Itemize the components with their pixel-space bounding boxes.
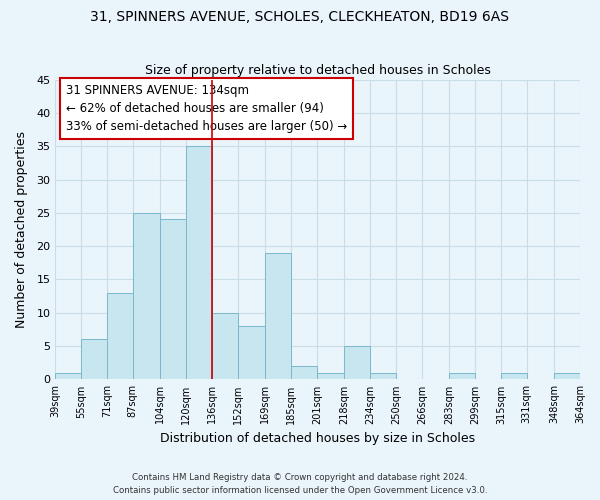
Bar [107,293,133,380]
Bar [370,373,396,380]
Bar [186,146,212,380]
Bar [317,373,344,380]
X-axis label: Distribution of detached houses by size in Scholes: Distribution of detached houses by size … [160,432,475,445]
Bar [291,366,317,380]
Bar [238,326,265,380]
Bar [265,253,291,380]
Bar [133,213,160,380]
Text: Contains HM Land Registry data © Crown copyright and database right 2024.
Contai: Contains HM Land Registry data © Crown c… [113,473,487,495]
Y-axis label: Number of detached properties: Number of detached properties [15,131,28,328]
Bar [501,373,527,380]
Bar [55,373,81,380]
Bar [554,373,580,380]
Bar [344,346,370,380]
Text: 31 SPINNERS AVENUE: 134sqm
← 62% of detached houses are smaller (94)
33% of semi: 31 SPINNERS AVENUE: 134sqm ← 62% of deta… [66,84,347,133]
Title: Size of property relative to detached houses in Scholes: Size of property relative to detached ho… [145,64,491,77]
Text: 31, SPINNERS AVENUE, SCHOLES, CLECKHEATON, BD19 6AS: 31, SPINNERS AVENUE, SCHOLES, CLECKHEATO… [91,10,509,24]
Bar [81,340,107,380]
Bar [160,220,186,380]
Bar [212,313,238,380]
Bar [449,373,475,380]
